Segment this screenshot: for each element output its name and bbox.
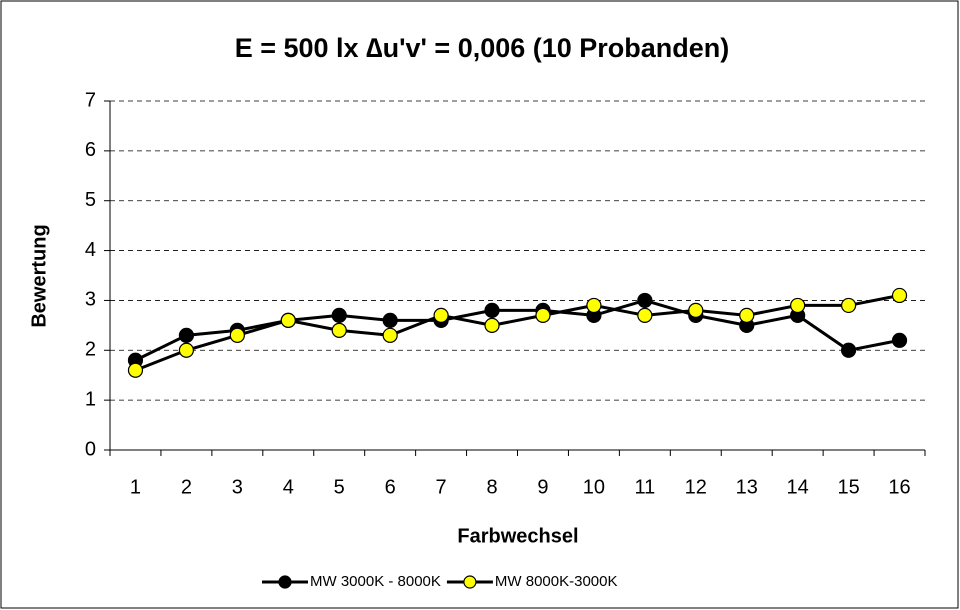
- point: [891, 332, 908, 348]
- y-tick-label: 1: [85, 388, 96, 410]
- point: [280, 312, 296, 328]
- point: [535, 307, 551, 323]
- y-tick-label: 6: [85, 139, 96, 161]
- point: [739, 307, 755, 323]
- point: [382, 327, 398, 343]
- x-tick-label: 2: [181, 476, 192, 498]
- point: [840, 342, 857, 358]
- x-tick-label: 1: [130, 476, 141, 498]
- x-axis-label: Farbwechsel: [457, 525, 578, 547]
- x-tick-label: 11: [634, 476, 655, 498]
- y-tick-label: 0: [85, 438, 96, 460]
- x-tick-label: 6: [385, 476, 396, 498]
- point: [229, 327, 245, 343]
- point: [178, 342, 195, 358]
- point: [484, 302, 500, 318]
- chart-title: E = 500 lx ∆u'v' = 0,006 (10 Probanden): [235, 33, 730, 63]
- x-tick-label: 4: [283, 476, 294, 498]
- x-tick-label: 12: [685, 476, 707, 498]
- point: [178, 327, 195, 343]
- series-line: [134, 298, 900, 362]
- x-tick-label: 15: [837, 476, 859, 498]
- legend-marker: [278, 575, 292, 589]
- point: [790, 297, 806, 314]
- point: [891, 287, 908, 304]
- x-tick-label: 5: [334, 476, 345, 498]
- point: [688, 302, 704, 318]
- point: [433, 307, 449, 323]
- legend-label: MW 3000K - 8000K: [310, 573, 441, 590]
- x-tick-label: 10: [583, 476, 605, 498]
- y-tick-label: 3: [85, 289, 96, 311]
- x-tick-label: 14: [787, 476, 809, 498]
- x-tick-label: 16: [888, 476, 910, 498]
- y-tick-label: 5: [85, 189, 96, 211]
- y-axis-label: Bewertung: [28, 224, 50, 327]
- point: [331, 322, 347, 338]
- x-tick-label: 8: [486, 476, 497, 498]
- point: [331, 307, 347, 323]
- point: [484, 317, 500, 333]
- point: [637, 292, 653, 309]
- point: [637, 307, 653, 323]
- x-tick-label: 7: [436, 476, 447, 498]
- point: [586, 297, 602, 314]
- point: [382, 312, 398, 328]
- series-line: [134, 293, 900, 372]
- point: [127, 362, 144, 378]
- x-tick-label: 9: [537, 476, 548, 498]
- y-tick-label: 7: [85, 89, 96, 111]
- legend-marker: [463, 575, 477, 589]
- x-tick-label: 13: [736, 476, 758, 498]
- point: [840, 297, 857, 314]
- x-tick-label: 3: [232, 476, 243, 498]
- y-tick-label: 2: [85, 339, 96, 361]
- y-tick-label: 4: [85, 239, 96, 261]
- legend-label: MW 8000K-3000K: [495, 573, 618, 590]
